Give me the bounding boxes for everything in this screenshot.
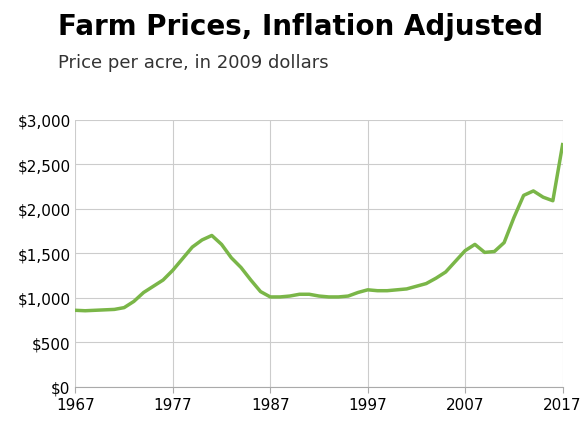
Text: Farm Prices, Inflation Adjusted: Farm Prices, Inflation Adjusted bbox=[58, 13, 543, 41]
Text: Price per acre, in 2009 dollars: Price per acre, in 2009 dollars bbox=[58, 54, 329, 72]
